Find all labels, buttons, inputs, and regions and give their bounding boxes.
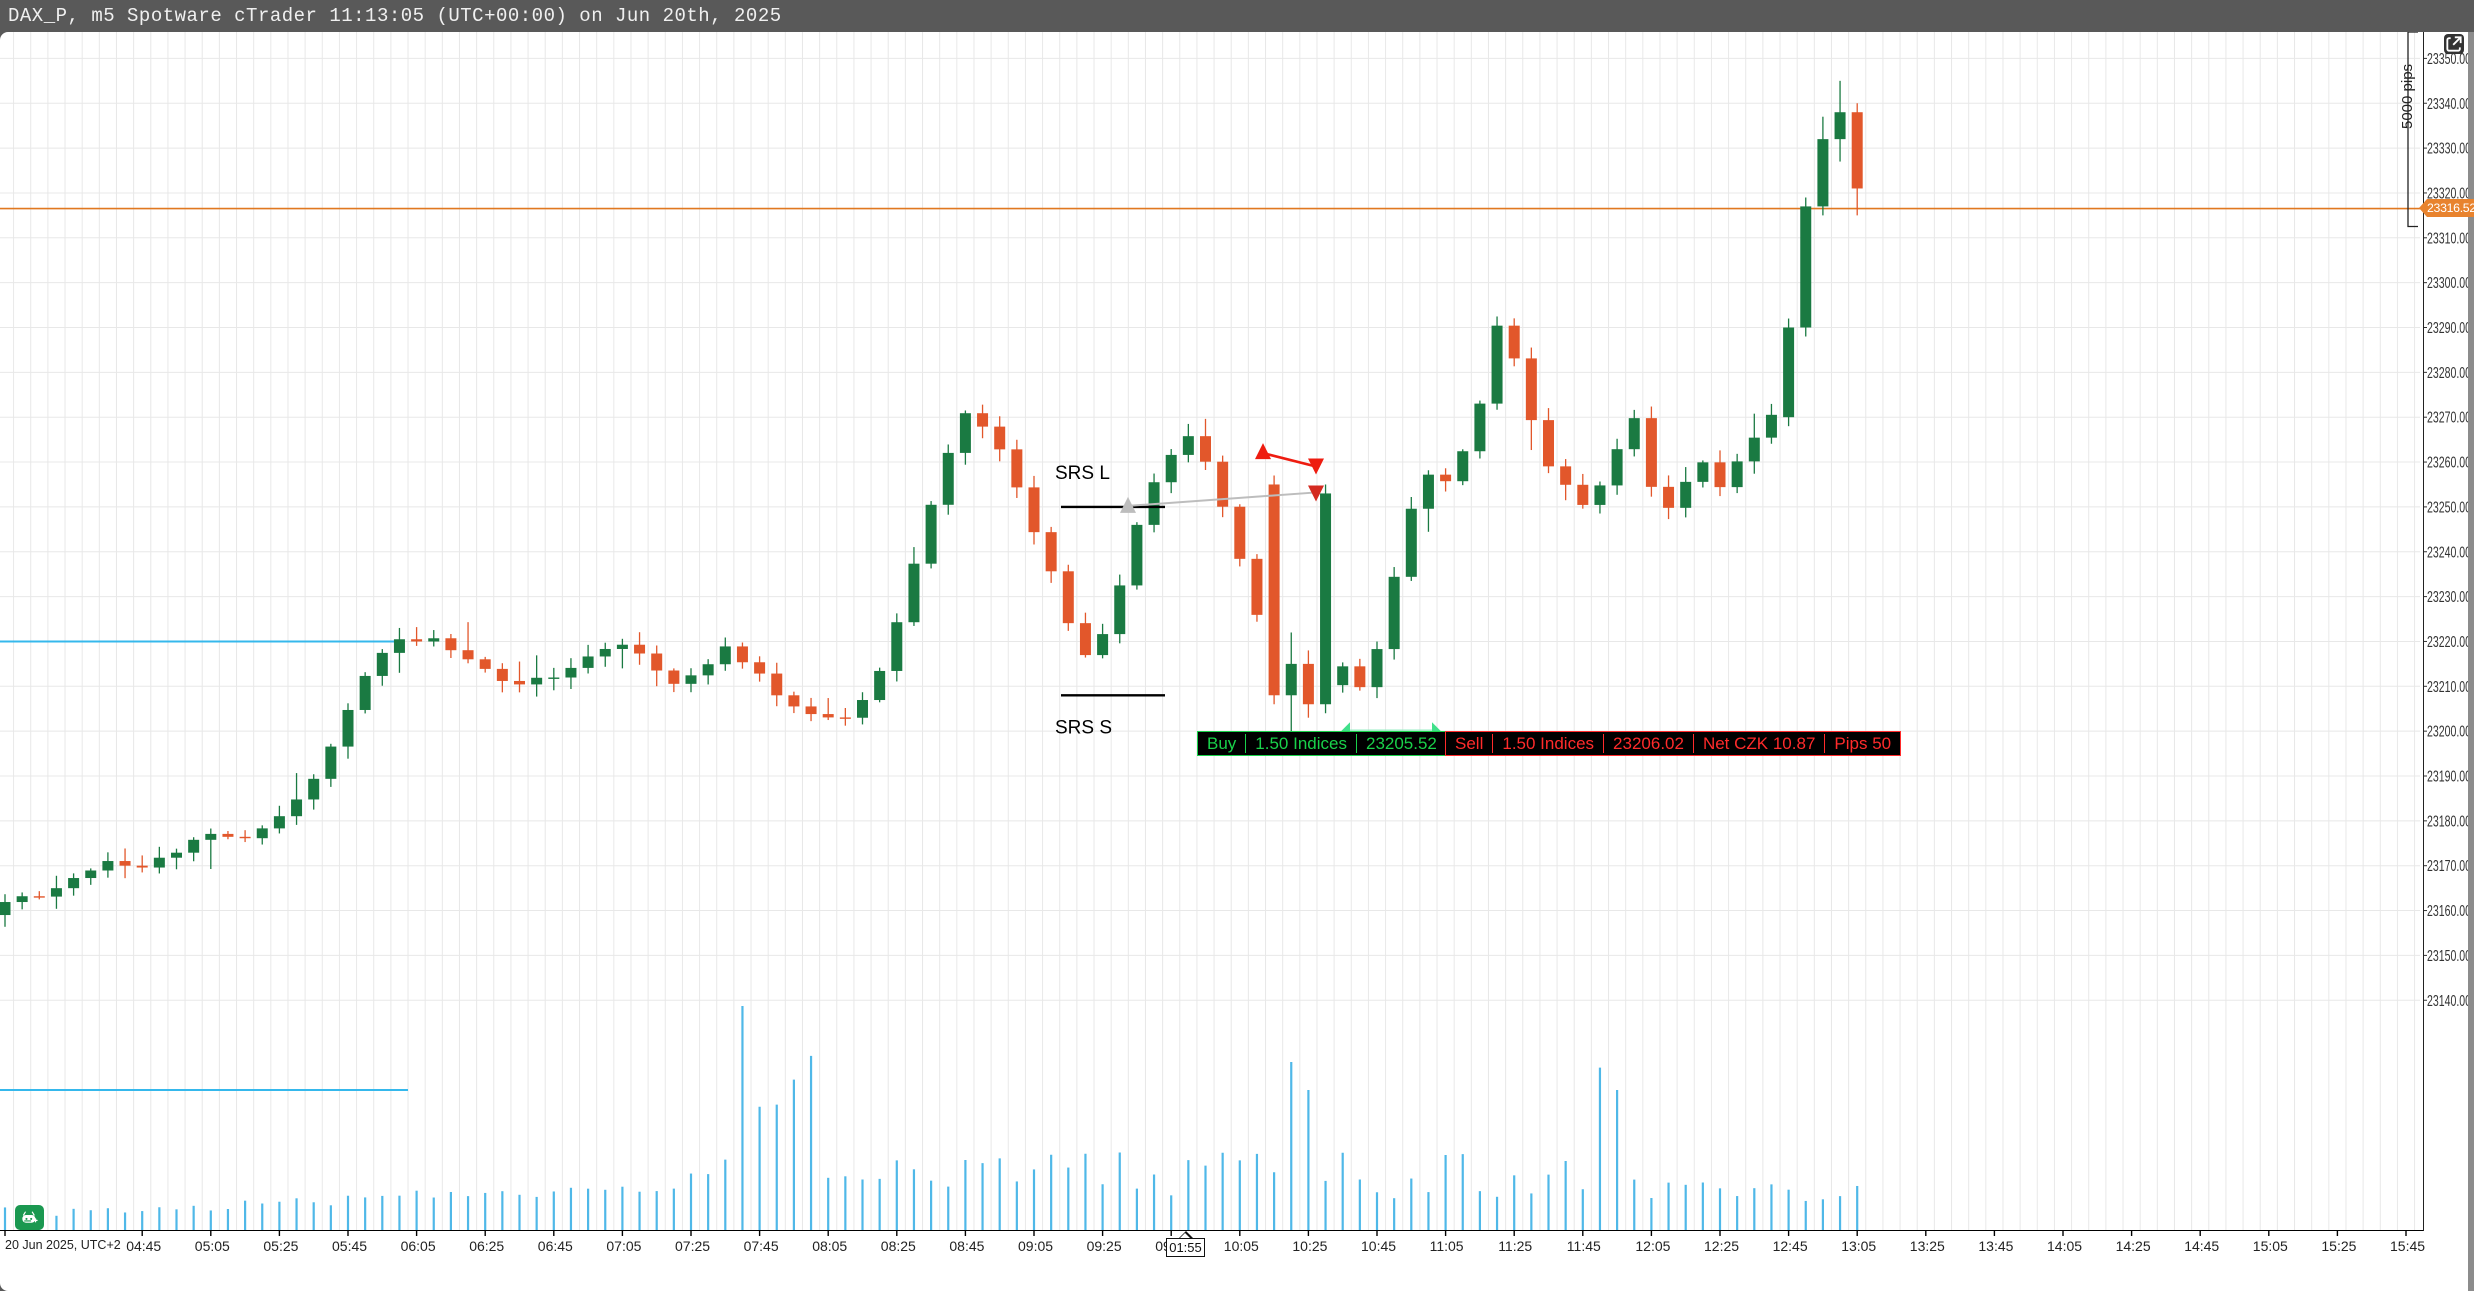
svg-text:5000 pips: 5000 pips [2399,64,2416,129]
svg-text:23230.00: 23230.00 [2427,589,2471,606]
svg-text:SRS L: SRS L [1055,463,1110,484]
svg-text:23180.00: 23180.00 [2427,813,2471,830]
svg-text:23220.00: 23220.00 [2427,634,2471,651]
svg-text:23270.00: 23270.00 [2427,410,2471,427]
svg-text:23170.00: 23170.00 [2427,858,2471,875]
svg-text:23160.00: 23160.00 [2427,903,2471,920]
svg-text:23150.00: 23150.00 [2427,948,2471,965]
svg-text:23250.00: 23250.00 [2427,499,2471,516]
svg-text:SRS S: SRS S [1055,717,1112,738]
svg-text:23290.00: 23290.00 [2427,320,2471,337]
svg-text:23310.00: 23310.00 [2427,230,2471,247]
svg-text:23280.00: 23280.00 [2427,365,2471,382]
svg-text:23190.00: 23190.00 [2427,769,2471,786]
svg-text:23200.00: 23200.00 [2427,724,2471,741]
svg-text:23140.00: 23140.00 [2427,993,2471,1010]
svg-text:23240.00: 23240.00 [2427,544,2471,561]
svg-text:23210.00: 23210.00 [2427,679,2471,696]
svg-text:23300.00: 23300.00 [2427,275,2471,292]
svg-text:23260.00: 23260.00 [2427,455,2471,472]
